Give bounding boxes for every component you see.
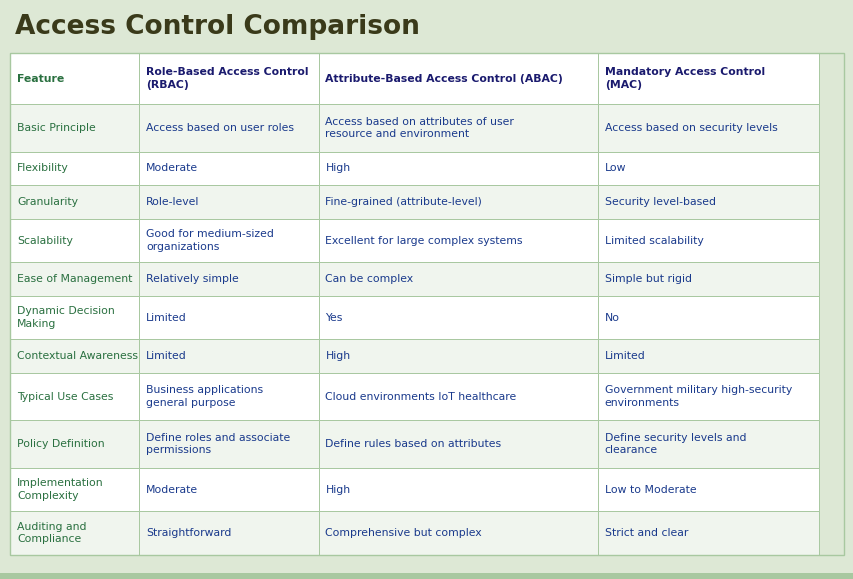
Text: Define security levels and
clearance: Define security levels and clearance xyxy=(604,433,746,456)
FancyBboxPatch shape xyxy=(318,262,597,296)
Text: Security level-based: Security level-based xyxy=(604,197,715,207)
Text: Define rules based on attributes: Define rules based on attributes xyxy=(325,439,501,449)
Text: Attribute-Based Access Control (ABAC): Attribute-Based Access Control (ABAC) xyxy=(325,74,563,84)
FancyBboxPatch shape xyxy=(139,339,318,373)
Text: High: High xyxy=(325,351,351,361)
FancyBboxPatch shape xyxy=(318,219,597,262)
FancyBboxPatch shape xyxy=(597,420,818,468)
Text: Flexibility: Flexibility xyxy=(17,163,69,174)
Text: Define roles and associate
permissions: Define roles and associate permissions xyxy=(146,433,290,456)
Text: Business applications
general purpose: Business applications general purpose xyxy=(146,385,263,408)
Text: Limited: Limited xyxy=(604,351,645,361)
FancyBboxPatch shape xyxy=(318,373,597,420)
FancyBboxPatch shape xyxy=(10,339,139,373)
Text: Strict and clear: Strict and clear xyxy=(604,528,688,538)
FancyBboxPatch shape xyxy=(139,296,318,339)
Text: Straightforward: Straightforward xyxy=(146,528,231,538)
FancyBboxPatch shape xyxy=(10,53,139,104)
FancyBboxPatch shape xyxy=(10,373,139,420)
Text: Access based on security levels: Access based on security levels xyxy=(604,123,776,133)
Text: Dynamic Decision
Making: Dynamic Decision Making xyxy=(17,306,114,329)
Text: Comprehensive but complex: Comprehensive but complex xyxy=(325,528,482,538)
Text: Yes: Yes xyxy=(325,313,342,323)
FancyBboxPatch shape xyxy=(139,219,318,262)
Text: Basic Principle: Basic Principle xyxy=(17,123,96,133)
FancyBboxPatch shape xyxy=(10,152,139,185)
FancyBboxPatch shape xyxy=(10,468,139,511)
Text: Limited: Limited xyxy=(146,351,187,361)
Text: Access Control Comparison: Access Control Comparison xyxy=(15,14,420,39)
FancyBboxPatch shape xyxy=(139,373,318,420)
Text: Good for medium-sized
organizations: Good for medium-sized organizations xyxy=(146,229,274,252)
FancyBboxPatch shape xyxy=(597,152,818,185)
Text: Access based on attributes of user
resource and environment: Access based on attributes of user resou… xyxy=(325,116,514,140)
Text: Excellent for large complex systems: Excellent for large complex systems xyxy=(325,236,522,245)
FancyBboxPatch shape xyxy=(597,468,818,511)
FancyBboxPatch shape xyxy=(139,468,318,511)
Text: Role-level: Role-level xyxy=(146,197,200,207)
FancyBboxPatch shape xyxy=(139,262,318,296)
FancyBboxPatch shape xyxy=(597,511,818,555)
FancyBboxPatch shape xyxy=(597,104,818,152)
Text: No: No xyxy=(604,313,619,323)
FancyBboxPatch shape xyxy=(10,219,139,262)
FancyBboxPatch shape xyxy=(597,296,818,339)
Text: High: High xyxy=(325,163,351,174)
Text: High: High xyxy=(325,485,351,494)
FancyBboxPatch shape xyxy=(0,573,853,579)
FancyBboxPatch shape xyxy=(0,0,853,53)
FancyBboxPatch shape xyxy=(139,152,318,185)
Text: Policy Definition: Policy Definition xyxy=(17,439,105,449)
FancyBboxPatch shape xyxy=(10,511,139,555)
Text: Can be complex: Can be complex xyxy=(325,274,413,284)
Text: Granularity: Granularity xyxy=(17,197,78,207)
Text: Feature: Feature xyxy=(17,74,64,84)
Text: Simple but rigid: Simple but rigid xyxy=(604,274,691,284)
FancyBboxPatch shape xyxy=(318,339,597,373)
Text: Cloud environments IoT healthcare: Cloud environments IoT healthcare xyxy=(325,391,516,402)
FancyBboxPatch shape xyxy=(10,262,139,296)
Text: Role-Based Access Control
(RBAC): Role-Based Access Control (RBAC) xyxy=(146,67,309,90)
Text: Auditing and
Compliance: Auditing and Compliance xyxy=(17,522,86,544)
Text: Limited: Limited xyxy=(146,313,187,323)
Text: Implementation
Complexity: Implementation Complexity xyxy=(17,478,103,501)
Text: Scalability: Scalability xyxy=(17,236,73,245)
FancyBboxPatch shape xyxy=(597,262,818,296)
Text: Typical Use Cases: Typical Use Cases xyxy=(17,391,113,402)
FancyBboxPatch shape xyxy=(139,104,318,152)
FancyBboxPatch shape xyxy=(318,53,597,104)
FancyBboxPatch shape xyxy=(318,185,597,219)
FancyBboxPatch shape xyxy=(139,53,318,104)
Text: Low: Low xyxy=(604,163,625,174)
Text: Moderate: Moderate xyxy=(146,485,198,494)
FancyBboxPatch shape xyxy=(139,420,318,468)
FancyBboxPatch shape xyxy=(10,296,139,339)
Text: Limited scalability: Limited scalability xyxy=(604,236,703,245)
Text: Relatively simple: Relatively simple xyxy=(146,274,239,284)
Text: Contextual Awareness: Contextual Awareness xyxy=(17,351,138,361)
Text: Low to Moderate: Low to Moderate xyxy=(604,485,695,494)
Text: Government military high-security
environments: Government military high-security enviro… xyxy=(604,385,791,408)
FancyBboxPatch shape xyxy=(318,152,597,185)
Text: Ease of Management: Ease of Management xyxy=(17,274,132,284)
Text: Access based on user roles: Access based on user roles xyxy=(146,123,294,133)
Text: Mandatory Access Control
(MAC): Mandatory Access Control (MAC) xyxy=(604,67,764,90)
FancyBboxPatch shape xyxy=(318,511,597,555)
FancyBboxPatch shape xyxy=(597,185,818,219)
FancyBboxPatch shape xyxy=(318,468,597,511)
FancyBboxPatch shape xyxy=(318,420,597,468)
Text: Fine-grained (attribute-level): Fine-grained (attribute-level) xyxy=(325,197,482,207)
FancyBboxPatch shape xyxy=(139,185,318,219)
Text: Moderate: Moderate xyxy=(146,163,198,174)
FancyBboxPatch shape xyxy=(597,339,818,373)
FancyBboxPatch shape xyxy=(597,219,818,262)
FancyBboxPatch shape xyxy=(10,420,139,468)
FancyBboxPatch shape xyxy=(318,104,597,152)
FancyBboxPatch shape xyxy=(10,185,139,219)
FancyBboxPatch shape xyxy=(597,373,818,420)
FancyBboxPatch shape xyxy=(139,511,318,555)
FancyBboxPatch shape xyxy=(597,53,818,104)
FancyBboxPatch shape xyxy=(318,296,597,339)
FancyBboxPatch shape xyxy=(10,104,139,152)
